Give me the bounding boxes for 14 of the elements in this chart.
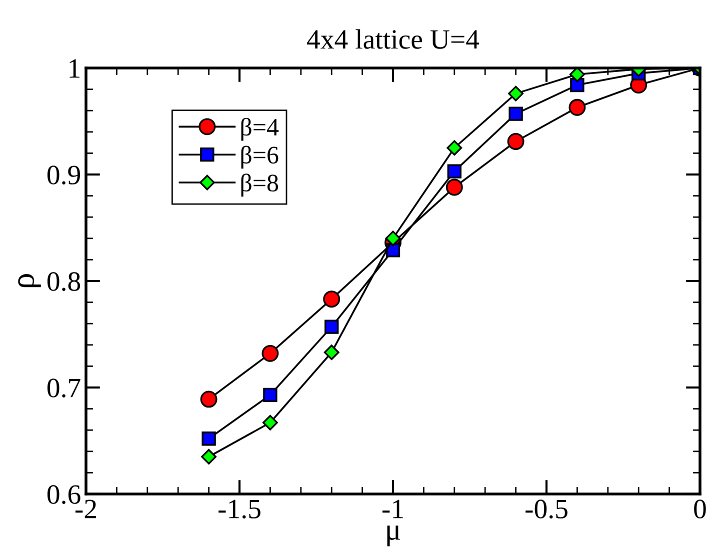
y-tick-label: 1 <box>70 59 80 78</box>
legend-label: β=8 <box>241 174 278 197</box>
x-tick-label: -1.5 <box>218 500 260 519</box>
y-tick-label: 0.8 <box>47 272 80 292</box>
legend-label: β=6 <box>241 146 278 169</box>
x-axis-title: μ <box>387 526 400 546</box>
y-axis-title: ρ <box>18 274 41 288</box>
x-tick-label: 0 <box>694 500 706 518</box>
y-tick-label: 0.7 <box>47 378 80 398</box>
x-tick-label: -1 <box>382 500 403 518</box>
y-tick-label: 0.9 <box>47 166 80 185</box>
x-tick-label: -0.5 <box>526 500 568 519</box>
legend-label: β=4 <box>241 118 279 141</box>
chart-title: 4x4 lattice U=4 <box>307 29 480 49</box>
